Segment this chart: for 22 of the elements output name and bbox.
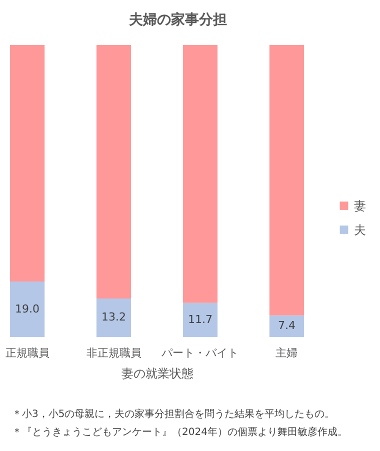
- legend-label: 妻: [354, 198, 366, 213]
- text: ＊『とうきょうこどもアンケート』（2024年）の個票より舞田敏彦作成。: [12, 426, 348, 440]
- data-label: 11.7: [188, 312, 212, 326]
- bar: [269, 315, 304, 337]
- data-label: 7.4: [278, 319, 296, 332]
- text: ＊小3，小5の母親に，夫の家事分担割合を問うた結果を平均したもの。: [12, 408, 336, 422]
- bar: [182, 45, 218, 303]
- x-tick-label: 正規職員: [5, 346, 50, 360]
- chart-title: 夫婦の家事分担: [128, 11, 227, 28]
- bar: [10, 282, 45, 337]
- bar: [96, 45, 132, 298]
- bar: [10, 45, 45, 282]
- bar: [182, 302, 218, 337]
- legend-label: 夫: [354, 222, 366, 237]
- bar: [96, 298, 132, 337]
- x-tick-label: 非正規職員: [86, 346, 142, 360]
- data-label: 19.0: [15, 302, 40, 316]
- x-tick-label: パート・バイト: [160, 346, 239, 360]
- data-label: 13.2: [102, 310, 126, 324]
- bar: [269, 45, 304, 316]
- x-axis-title: 妻の就業状態: [122, 366, 194, 380]
- x-tick-label: 主婦: [276, 346, 298, 360]
